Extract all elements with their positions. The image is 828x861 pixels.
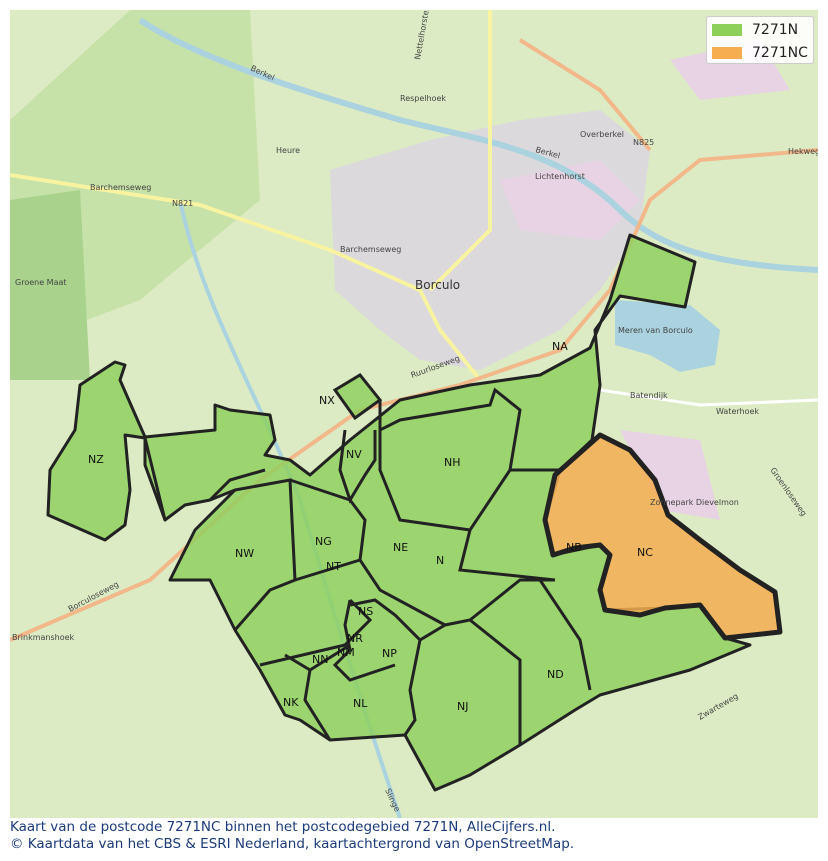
forest-area xyxy=(10,190,90,380)
road-label: Hekweg xyxy=(788,147,818,156)
code-label-NC: NC xyxy=(637,546,653,559)
legend-label: 7271NC xyxy=(752,45,808,61)
place-label-town: Borculo xyxy=(415,278,460,292)
code-label-NB: NB xyxy=(566,541,582,554)
place-label: Respelhoek xyxy=(400,94,446,103)
legend-item-7271NC: 7271NC xyxy=(712,43,808,63)
river-berkel xyxy=(138,17,818,273)
road-n821 xyxy=(10,173,482,382)
code-label-NJ: NJ xyxy=(457,700,468,713)
road-batendijk xyxy=(599,388,818,407)
code-label-NZ: NZ xyxy=(88,453,104,466)
place-label: Heure xyxy=(276,146,300,155)
industrial-area xyxy=(500,160,640,240)
code-label-NV: NV xyxy=(346,448,362,461)
lake-meren-van-borculo xyxy=(615,300,720,372)
road-label: Barchemseweg xyxy=(340,245,401,254)
map-canvas[interactable]: Respelhoek Heure Borculo Overberkel Lich… xyxy=(10,10,818,818)
place-label: Groene Maat xyxy=(15,278,67,287)
road-label: Barchemseweg xyxy=(90,183,151,192)
code-label-NR: NR xyxy=(347,632,363,645)
place-label: Waterhoek xyxy=(716,407,759,416)
zonnepark-area xyxy=(620,430,720,520)
caption-line-1: Kaart van de postcode 7271NC binnen het … xyxy=(10,819,556,835)
legend-item-7271N: 7271N xyxy=(712,20,808,40)
code-label-NH: NH xyxy=(444,456,461,469)
road-label: N821 xyxy=(172,199,193,208)
code-label-NP: NP xyxy=(382,647,397,660)
place-label-lake: Meren van Borculo xyxy=(618,326,693,335)
place-label: Lichtenhorst xyxy=(535,172,585,181)
road-north xyxy=(428,10,492,292)
code-label-N: N xyxy=(436,554,444,567)
code-label-NK: NK xyxy=(283,696,299,709)
code-label-NN: NN xyxy=(312,653,328,666)
map-legend: 7271N 7271NC xyxy=(706,16,814,64)
postcode-boundaries xyxy=(143,387,592,745)
code-label-NA: NA xyxy=(552,340,568,353)
code-label-NL: NL xyxy=(353,697,368,710)
postcode-labels: NA NX NZ NV NH NB NC NW NG NE N NT NS NR… xyxy=(88,340,653,713)
code-label-NW: NW xyxy=(235,547,254,560)
legend-label: 7271N xyxy=(752,22,799,38)
road-label: Batendijk xyxy=(630,391,668,400)
map[interactable]: Respelhoek Heure Borculo Overberkel Lich… xyxy=(10,10,818,818)
postcode-area-7271NC[interactable] xyxy=(542,432,783,641)
code-label-NM: NM xyxy=(337,646,355,659)
code-label-NE: NE xyxy=(393,541,408,554)
code-label-NT: NT xyxy=(326,560,341,573)
code-label-NG: NG xyxy=(315,535,332,548)
place-label: Brinkmanshoek xyxy=(12,633,75,642)
road-label: N825 xyxy=(633,138,654,147)
code-label-NS: NS xyxy=(358,605,373,618)
legend-swatch xyxy=(712,24,742,36)
map-caption: Kaart van de postcode 7271NC binnen het … xyxy=(10,819,574,853)
code-label-NX: NX xyxy=(319,394,335,407)
legend-swatch xyxy=(712,47,742,59)
road-nettelhorsterweg xyxy=(518,38,652,152)
code-label-ND: ND xyxy=(547,668,564,681)
place-label: Zonnepark Dievelmon xyxy=(650,498,739,507)
caption-line-2: © Kaartdata van het CBS & ESRI Nederland… xyxy=(10,836,575,852)
place-label: Overberkel xyxy=(580,130,624,139)
